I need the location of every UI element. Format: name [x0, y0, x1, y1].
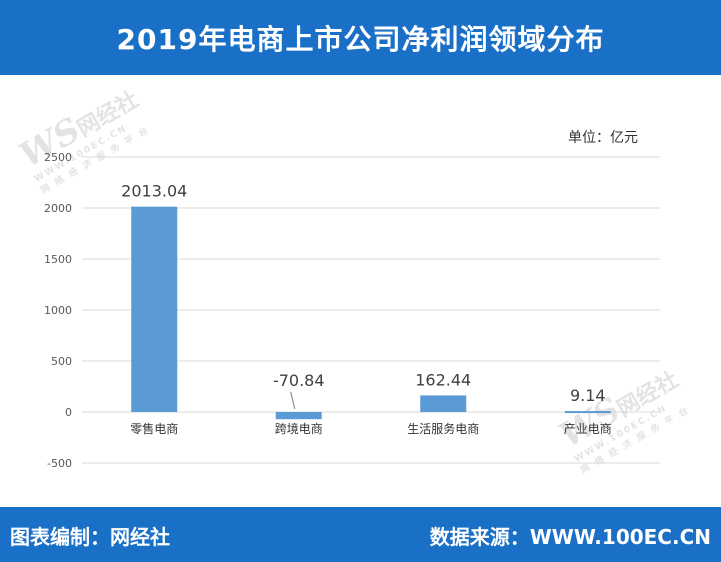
bar: [420, 395, 467, 412]
x-category-label: 产业电商: [564, 421, 612, 436]
y-tick-label: 500: [51, 355, 72, 368]
footer-bar: 图表编制：网经社 数据来源：WWW.100EC.CN: [0, 507, 721, 562]
y-tick-label: 2500: [44, 151, 72, 164]
x-category-label: 生活服务电商: [407, 421, 479, 436]
data-label: 162.44: [415, 370, 471, 389]
x-category-label: 零售电商: [130, 421, 178, 436]
footer-source: 数据来源：WWW.100EC.CN: [429, 525, 711, 549]
y-tick-label: 0: [65, 406, 72, 419]
chart-title: 2019年电商上市公司净利润领域分布: [116, 22, 605, 56]
bar-chart: 2500 2000 1500 1000 500 0 -500 2013.04 零售电商 -70.8…: [44, 151, 660, 470]
data-label: 9.14: [570, 386, 606, 405]
data-label: 2013.04: [121, 182, 187, 201]
y-tick-label: 1500: [44, 253, 72, 266]
bar: [131, 206, 178, 412]
unit-label: 单位：亿元: [568, 130, 638, 146]
chart-area: [0, 75, 721, 507]
title-banner: 2019年电商上市公司净利润领域分布: [0, 0, 721, 75]
data-label: -70.84: [273, 371, 325, 390]
footer-credit: 图表编制：网经社: [10, 525, 170, 549]
x-category-label: 跨境电商: [275, 421, 323, 436]
y-tick-label: 2000: [44, 202, 72, 215]
y-tick-label: 1000: [44, 304, 72, 317]
bar: [275, 412, 322, 420]
data-label-leader: [290, 391, 296, 410]
bar: [564, 411, 611, 414]
y-tick-label: -500: [47, 457, 72, 470]
